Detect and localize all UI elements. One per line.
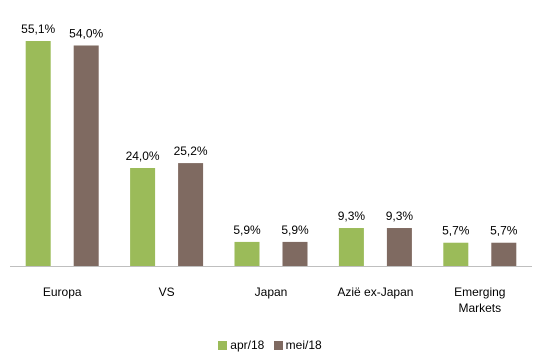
bar-mei-4: [491, 242, 517, 266]
category-labels-group: Europa VS Japan Azië ex-Japan Emerging Market…: [43, 285, 506, 315]
bars-group: [25, 41, 517, 266]
bar-apr-0: [25, 41, 51, 266]
data-label-apr-2: 5,9%: [233, 223, 261, 237]
legend-item-mei: mei/18: [273, 338, 322, 352]
bar-mei-1: [178, 163, 204, 266]
data-label-mei-2: 5,9%: [281, 223, 309, 237]
legend-label-apr: apr/18: [230, 338, 265, 352]
legend-label-mei: mei/18: [285, 338, 322, 352]
bar-mei-3: [386, 228, 412, 266]
data-label-apr-0: 55,1%: [21, 22, 55, 36]
category-label-3: Azië ex-Japan: [337, 285, 413, 299]
bar-apr-3: [338, 228, 364, 266]
data-label-apr-4: 5,7%: [442, 224, 470, 238]
legend-swatch-apr: [218, 340, 228, 350]
data-label-apr-3: 9,3%: [338, 209, 366, 223]
category-label-0: Europa: [43, 285, 82, 299]
legend-item-apr: apr/18: [218, 338, 264, 352]
data-label-mei-1: 25,2%: [174, 144, 208, 158]
value-labels-group: 55,1% 54,0% 24,0% 25,2% 5,9% 5,9% 9,3% 9,3% 5,7%…: [21, 22, 518, 238]
bar-mei-0: [73, 45, 99, 266]
bar-apr-1: [130, 167, 156, 266]
category-label-4-line-0: Emerging: [454, 285, 505, 299]
data-label-mei-3: 9,3%: [386, 209, 414, 223]
bar-mei-2: [282, 241, 308, 266]
category-label-2: Japan: [255, 285, 288, 299]
category-label-4-line-1: Markets: [458, 301, 501, 315]
category-label-1: VS: [159, 285, 175, 299]
legend: apr/18 mei/18: [0, 338, 540, 353]
data-label-mei-0: 54,0%: [69, 26, 103, 40]
bar-apr-4: [443, 242, 469, 266]
data-label-mei-4: 5,7%: [490, 224, 518, 238]
data-label-apr-1: 24,0%: [126, 149, 160, 163]
legend-swatch-mei: [273, 340, 283, 350]
bar-apr-2: [234, 241, 260, 266]
